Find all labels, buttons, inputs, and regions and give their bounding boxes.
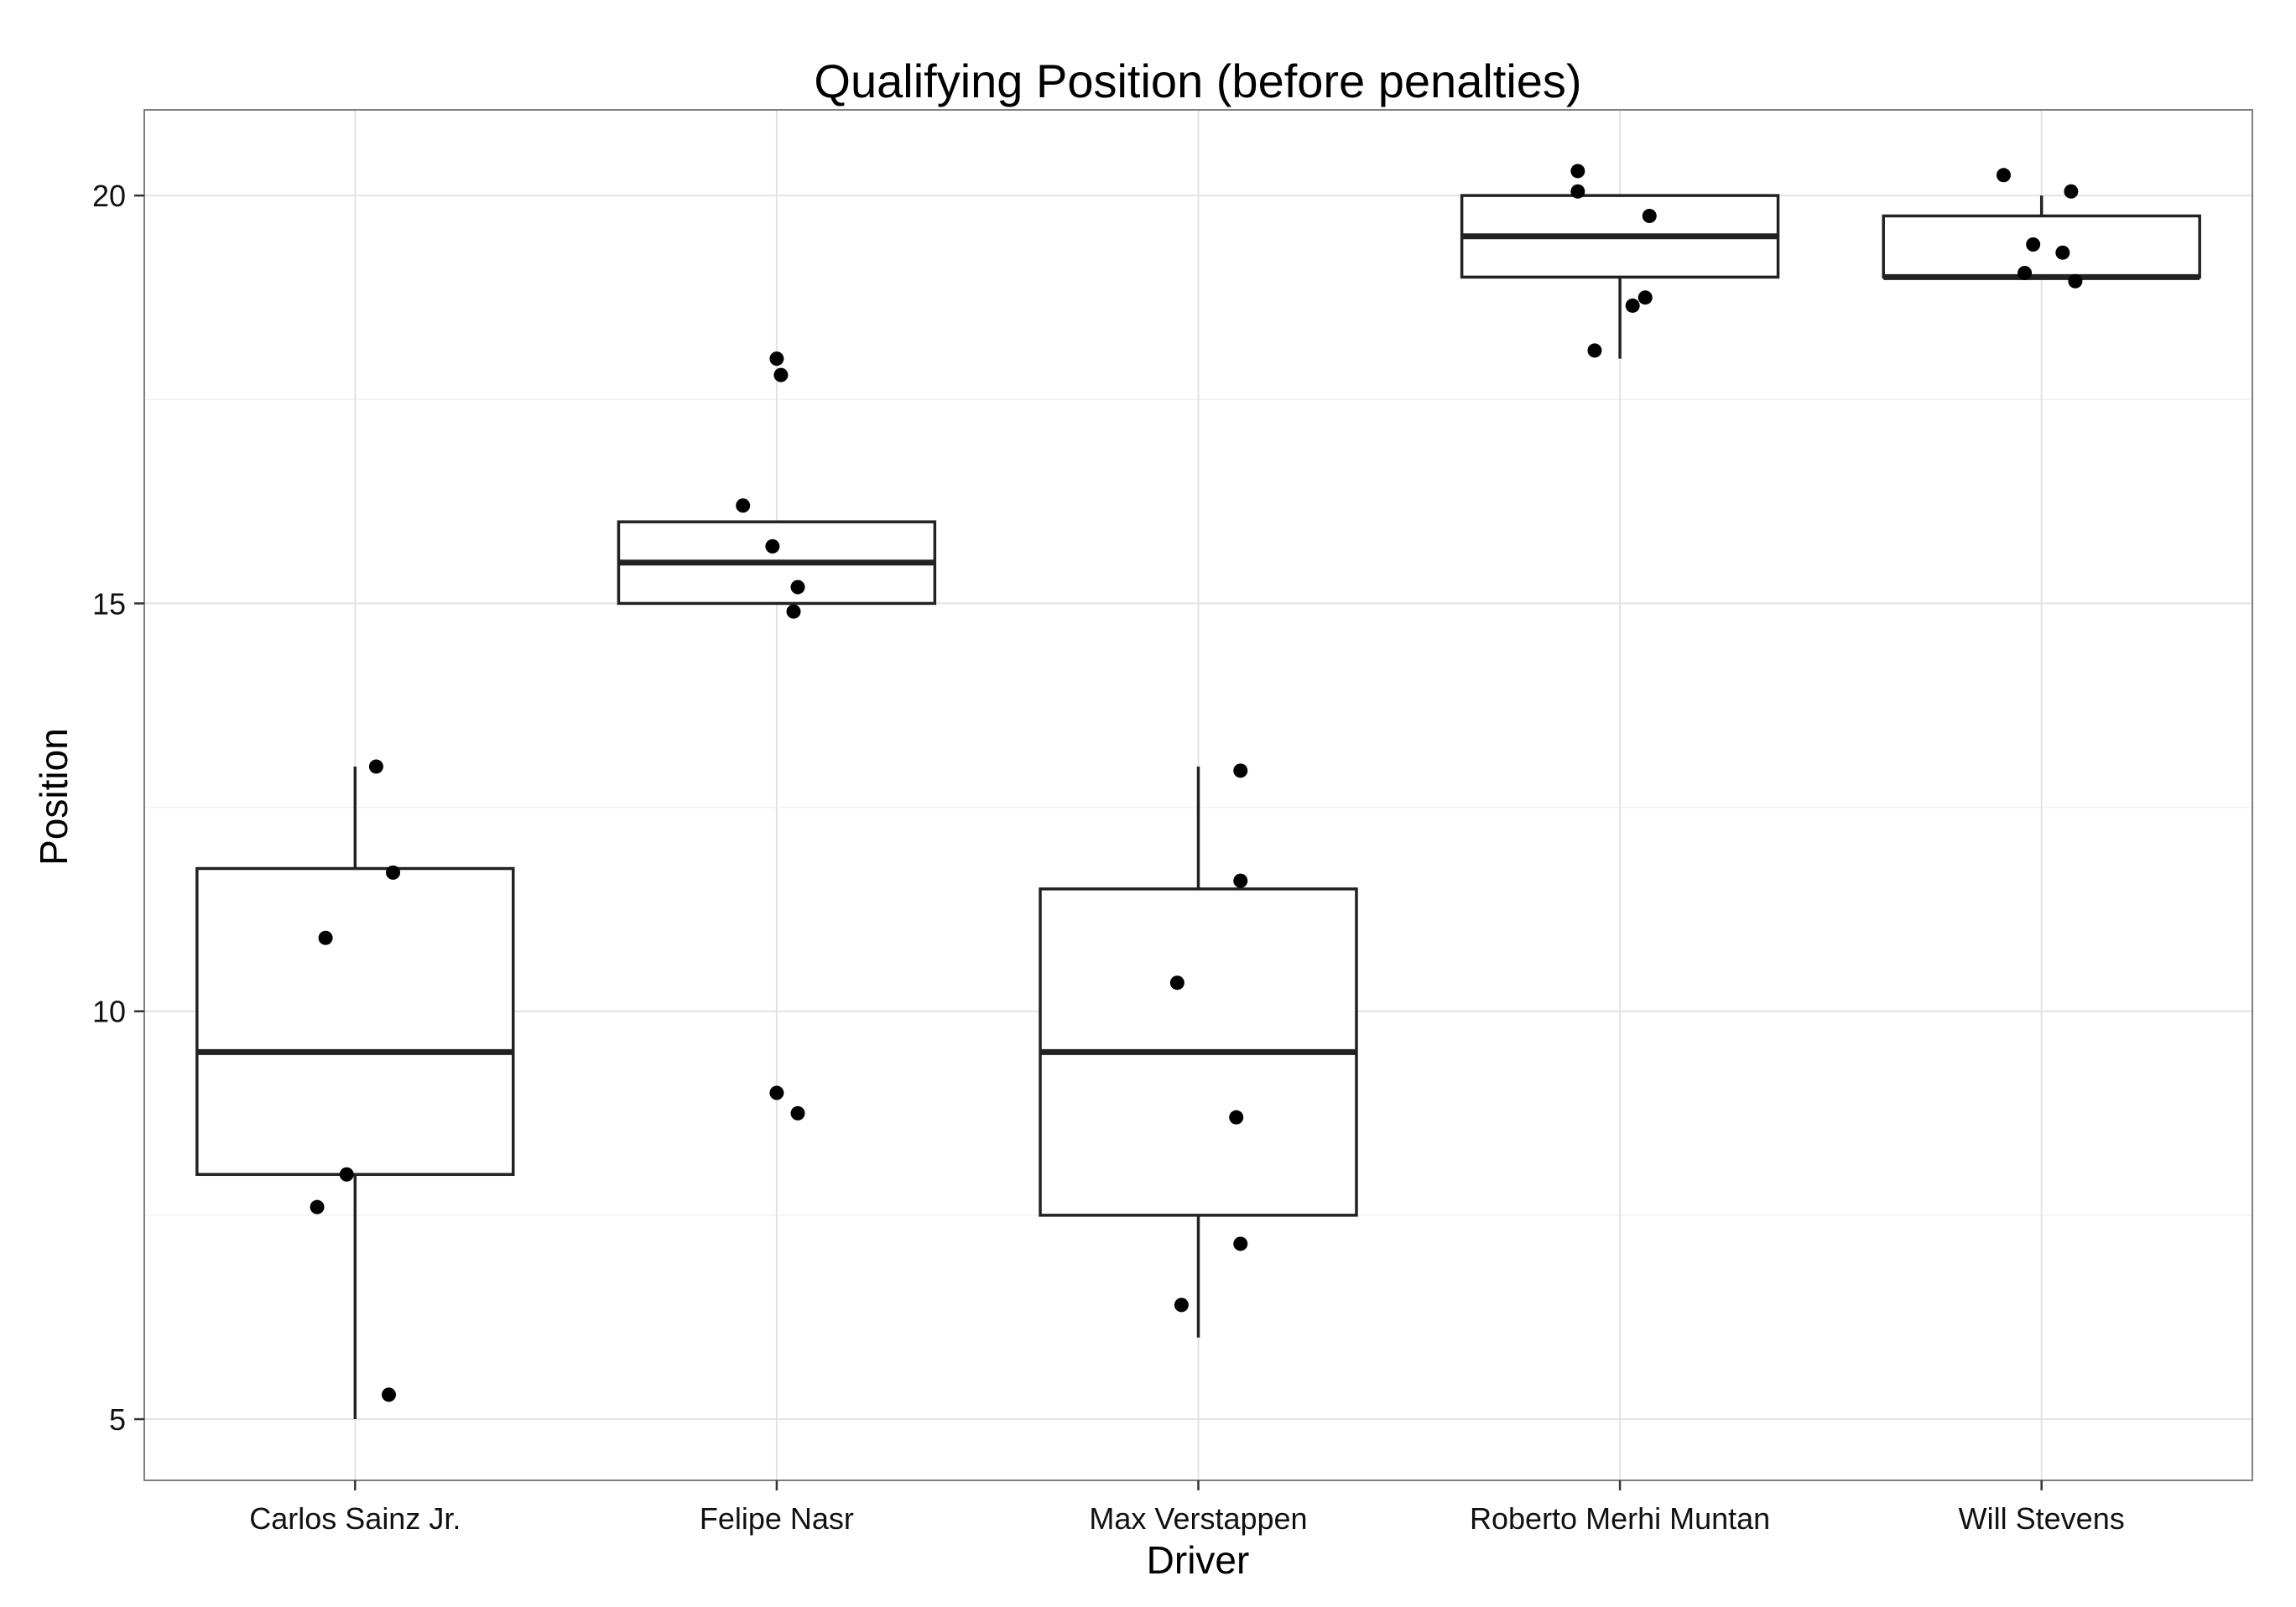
x-axis-title: Driver [1147, 1538, 1250, 1582]
data-point [1642, 208, 1657, 223]
box-layer [195, 194, 2201, 1420]
x-tick-label: Max Verstappen [1089, 1501, 1307, 1536]
box-group [1039, 766, 1358, 1338]
data-point [2055, 245, 2070, 260]
data-point [382, 1387, 397, 1402]
data-point [2064, 184, 2079, 199]
data-point [773, 367, 789, 382]
data-point [790, 580, 805, 595]
box-group [1882, 195, 2201, 280]
data-point [1570, 184, 1585, 199]
data-point [1169, 975, 1184, 991]
point-layer [310, 164, 2083, 1402]
y-axis-title: Position [32, 728, 75, 866]
box [1882, 214, 2201, 279]
box [195, 866, 515, 1177]
y-tick-label: 20 [92, 179, 126, 213]
y-tick-label: 5 [109, 1402, 126, 1437]
y-axis: 5 10 15 20 [92, 179, 144, 1437]
data-point [1637, 290, 1653, 305]
data-point [769, 1085, 784, 1100]
y-tick-label: 10 [92, 995, 126, 1029]
data-point [2026, 237, 2041, 252]
data-point [736, 498, 751, 513]
data-point [386, 865, 401, 880]
box-group [1460, 194, 1780, 359]
data-point [318, 930, 333, 945]
y-tick-label: 15 [92, 586, 126, 621]
data-point [765, 538, 780, 554]
data-point [1229, 1110, 1244, 1125]
data-point [310, 1199, 325, 1214]
data-point [1996, 168, 2011, 183]
data-point [2017, 266, 2033, 281]
data-point [1174, 1298, 1189, 1313]
data-point [1570, 164, 1585, 179]
data-point [769, 351, 784, 367]
data-point [1587, 343, 1602, 358]
data-point [1625, 298, 1640, 313]
x-axis: Carlos Sainz Jr. Felipe Nasr Max Verstappe… [249, 1480, 2125, 1536]
box-group [195, 766, 515, 1420]
data-point [790, 1105, 805, 1121]
x-tick-label: Felipe Nasr [700, 1501, 854, 1536]
x-tick-label: Will Stevens [1959, 1501, 2125, 1536]
data-point [786, 604, 801, 619]
data-point [1233, 1236, 1248, 1251]
chart-title: Qualifying Position (before penalties) [814, 55, 1581, 107]
data-point [1233, 763, 1248, 778]
data-point [2068, 273, 2083, 289]
data-point [1233, 873, 1248, 888]
data-point [368, 759, 383, 774]
box-group [617, 520, 937, 606]
data-point [339, 1167, 354, 1182]
x-tick-label: Roberto Merhi Muntan [1470, 1501, 1770, 1536]
x-tick-label: Carlos Sainz Jr. [249, 1501, 461, 1536]
